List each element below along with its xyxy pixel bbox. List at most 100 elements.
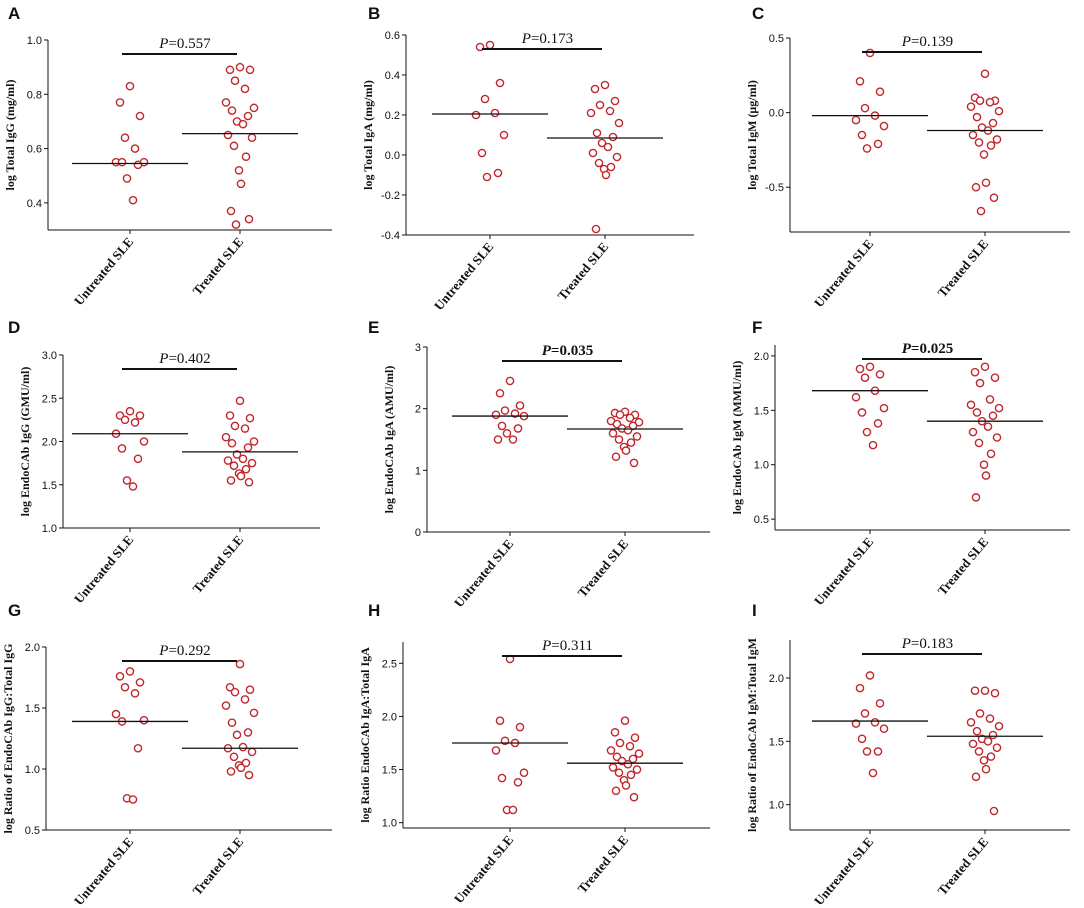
data-point xyxy=(614,435,624,444)
data-point xyxy=(625,741,635,751)
panel-letter: E xyxy=(368,318,379,337)
data-point xyxy=(966,718,976,727)
data-point xyxy=(125,406,135,416)
data-point xyxy=(862,427,872,437)
data-point xyxy=(626,770,636,780)
y-tick-label: -0.2 xyxy=(381,190,400,202)
data-point xyxy=(970,367,980,377)
p-value: =0.557 xyxy=(168,36,211,52)
series-treated xyxy=(927,69,1043,216)
data-point xyxy=(586,108,596,118)
data-point xyxy=(240,424,250,433)
data-point xyxy=(862,747,872,756)
y-tick-label: 0.8 xyxy=(27,89,42,101)
data-point xyxy=(851,392,861,402)
data-point xyxy=(988,411,998,421)
y-tick-label: 0.5 xyxy=(754,514,769,526)
data-point xyxy=(471,110,481,120)
y-tick-label: 0.4 xyxy=(27,198,42,210)
y-axis-label: log EndoCAb IgG (GMU/ml) xyxy=(18,367,32,517)
data-point xyxy=(249,708,259,718)
data-point xyxy=(985,97,995,107)
data-point xyxy=(611,786,621,796)
data-point xyxy=(986,141,996,150)
data-point xyxy=(632,765,642,774)
data-point xyxy=(857,734,867,744)
y-tick-label: 2.0 xyxy=(42,437,57,449)
y-tick-label: -0.5 xyxy=(765,182,784,194)
data-point xyxy=(620,716,630,725)
x-category-label: Untreated SLE xyxy=(811,834,876,908)
data-point xyxy=(611,452,621,462)
data-point xyxy=(238,119,248,129)
data-point xyxy=(221,432,231,442)
y-tick-label: 1.0 xyxy=(382,818,397,830)
panel-h: H 1.0 1.5 2.0 2.5 log Ratio EndoCAb IgA:Total… xyxy=(358,601,710,906)
data-point xyxy=(632,432,642,441)
data-point xyxy=(243,111,253,121)
series-treated xyxy=(547,80,663,234)
series-treated xyxy=(567,407,683,468)
data-point xyxy=(234,165,244,175)
panel-letter: D xyxy=(8,318,20,337)
x-category-label: Untreated SLE xyxy=(431,239,496,313)
data-point xyxy=(125,81,135,91)
data-point xyxy=(870,718,880,727)
data-point xyxy=(495,716,505,725)
data-point xyxy=(235,659,245,669)
data-point xyxy=(493,168,503,178)
data-point xyxy=(497,421,507,431)
panel-i: I 1.0 1.5 2.0 log Ratio of EndoCAb IgM:Total… xyxy=(745,601,1070,908)
data-point xyxy=(875,370,885,379)
p-symbol: P xyxy=(901,636,911,652)
x-category-label: Treated SLE xyxy=(189,234,246,298)
data-point xyxy=(231,220,241,229)
p-value: =0.139 xyxy=(911,34,953,50)
panel-letter: F xyxy=(752,318,762,337)
data-point xyxy=(865,362,875,372)
data-point xyxy=(500,406,510,415)
data-point xyxy=(230,687,240,697)
p-symbol: P xyxy=(158,643,168,659)
data-point xyxy=(971,493,981,502)
data-point xyxy=(249,437,259,446)
data-point xyxy=(601,170,611,180)
p-value: =0.292 xyxy=(168,643,210,659)
data-point xyxy=(133,160,143,170)
data-point xyxy=(477,148,487,158)
y-tick-label: 2.0 xyxy=(25,642,40,654)
y-tick-label: 2.0 xyxy=(754,351,769,363)
data-point xyxy=(475,42,485,52)
data-point xyxy=(135,111,145,121)
x-category-label: Treated SLE xyxy=(934,534,991,598)
data-point xyxy=(590,84,600,94)
data-point xyxy=(990,373,1000,382)
panel-d: D 1.0 1.5 2.0 2.5 3.0 log EndoCAb IgG (GMU/ml)… xyxy=(8,318,320,606)
data-point xyxy=(247,458,257,468)
data-point xyxy=(976,206,986,216)
data-point xyxy=(225,411,235,420)
x-category-label: Treated SLE xyxy=(189,532,246,596)
data-point xyxy=(117,444,127,453)
y-tick-label: 1.0 xyxy=(769,800,784,812)
data-point xyxy=(122,476,132,485)
x-category-label: Treated SLE xyxy=(934,236,991,300)
data-point xyxy=(130,689,140,698)
panel-c: C -0.5 0.0 0.5 log Total IgM (μg/ml) Untreate… xyxy=(745,4,1070,310)
panel-f: F 0.5 1.0 1.5 2.0 log EndoCAb IgM (MMU/ml) Unt… xyxy=(730,318,1070,608)
data-point xyxy=(971,772,981,782)
y-tick-label: 0.5 xyxy=(25,825,40,837)
data-point xyxy=(615,738,625,748)
p-value-label: P=0.311 xyxy=(541,638,593,654)
data-point xyxy=(972,112,982,122)
data-point xyxy=(994,403,1004,413)
data-point xyxy=(241,152,251,162)
data-point xyxy=(968,427,978,437)
data-point xyxy=(135,678,145,687)
data-point xyxy=(221,701,231,710)
data-point xyxy=(491,746,501,755)
data-point xyxy=(862,144,872,153)
x-category-label: Treated SLE xyxy=(574,832,631,896)
data-point xyxy=(988,118,998,128)
